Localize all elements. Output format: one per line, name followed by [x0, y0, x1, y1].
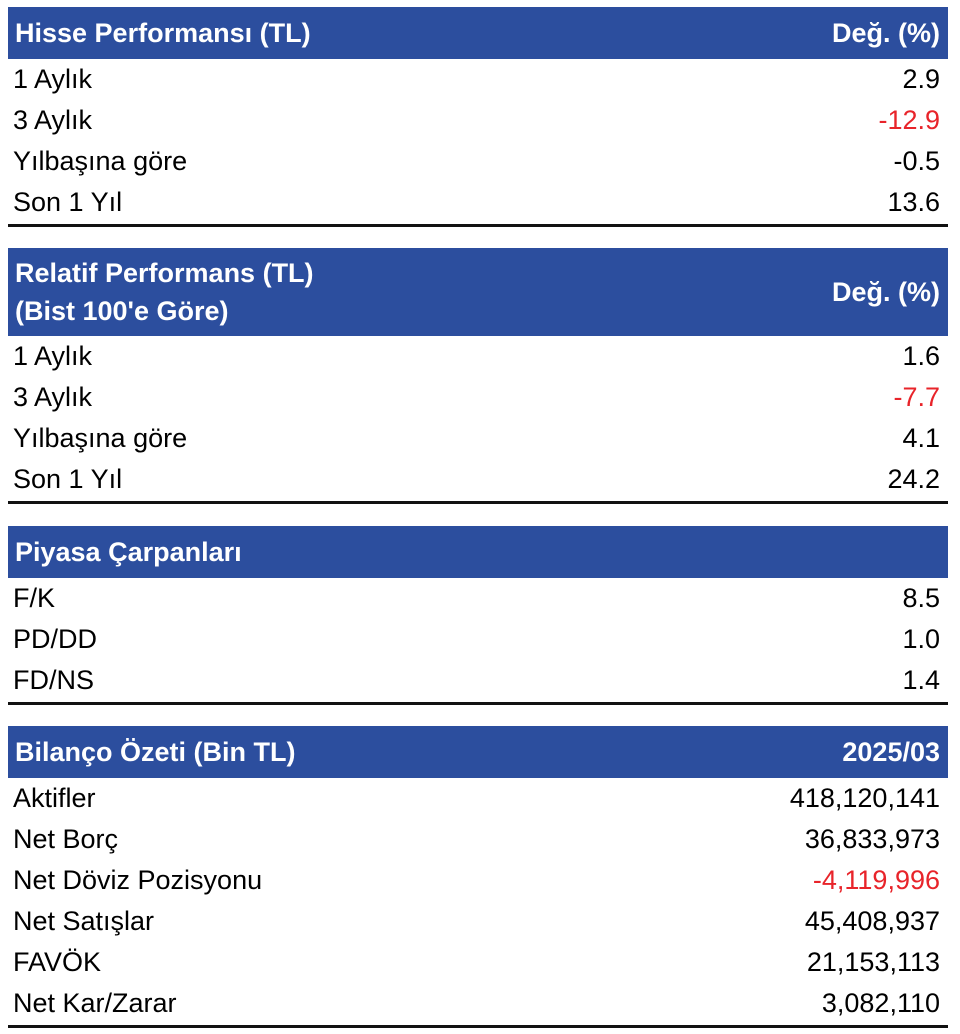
- table-bottom-rule: [8, 1025, 948, 1028]
- row-value: -7.7: [893, 382, 940, 412]
- table-row: PD/DD 1.0: [8, 619, 948, 660]
- table-title: Bilanço Özeti (Bin TL): [15, 737, 296, 767]
- table-row: Net Kar/Zarar 3,082,110: [8, 983, 948, 1024]
- row-value: -0.5: [893, 146, 940, 176]
- table-header: Relatif Performans (TL) (Bist 100'e Göre…: [8, 248, 948, 336]
- row-label: Aktifler: [13, 783, 96, 813]
- table-bilanco-ozeti: Bilanço Özeti (Bin TL) 2025/03 Aktifler …: [8, 726, 948, 1028]
- row-value: -12.9: [878, 105, 940, 135]
- row-value: 1.4: [902, 665, 940, 695]
- row-value: 418,120,141: [789, 783, 940, 813]
- table-row: 1 Aylık 2.9: [8, 59, 948, 100]
- row-value: 1.0: [902, 624, 940, 654]
- table-row: Net Satışlar 45,408,937: [8, 901, 948, 942]
- row-label: F/K: [13, 583, 56, 613]
- table-bottom-rule: [8, 501, 948, 504]
- row-value: 8.5: [902, 583, 940, 613]
- table-row: 3 Aylık -12.9: [8, 100, 948, 141]
- row-value: 21,153,113: [806, 947, 940, 977]
- column-label: Değ. (%): [832, 276, 940, 307]
- table-row: Net Borç 36,833,973: [8, 819, 948, 860]
- row-value: 45,408,937: [804, 906, 940, 936]
- row-label: Son 1 Yıl: [13, 464, 123, 494]
- row-label: Net Borç: [13, 824, 119, 854]
- table-row: F/K 8.5: [8, 578, 948, 619]
- table-row: Net Döviz Pozisyonu -4,119,996: [8, 860, 948, 901]
- row-label: FD/NS: [13, 665, 94, 695]
- row-label: 3 Aylık: [13, 382, 93, 412]
- column-label: 2025/03: [842, 736, 940, 767]
- row-value: -4,119,996: [812, 865, 940, 895]
- table-bottom-rule: [8, 224, 948, 227]
- table-header: Piyasa Çarpanları: [8, 526, 948, 578]
- table-relatif-performans: Relatif Performans (TL) (Bist 100'e Göre…: [8, 248, 948, 504]
- table-row: FAVÖK 21,153,113: [8, 942, 948, 983]
- table-row: FD/NS 1.4: [8, 660, 948, 701]
- row-label: Yılbaşına göre: [13, 146, 188, 176]
- table-row: Yılbaşına göre -0.5: [8, 141, 948, 182]
- row-label: Net Kar/Zarar: [13, 988, 177, 1018]
- row-label: Yılbaşına göre: [13, 423, 188, 453]
- row-label: Net Döviz Pozisyonu: [13, 865, 263, 895]
- row-label: Son 1 Yıl: [13, 187, 123, 217]
- row-label: 3 Aylık: [13, 105, 93, 135]
- table-bottom-rule: [8, 702, 948, 705]
- table-hisse-performansi: Hisse Performansı (TL) Değ. (%) 1 Aylık …: [8, 7, 948, 227]
- row-label: Net Satışlar: [13, 906, 155, 936]
- row-label: FAVÖK: [13, 947, 102, 977]
- row-value: 4.1: [902, 423, 940, 453]
- row-value: 13.6: [887, 187, 940, 217]
- table-row: Aktifler 418,120,141: [8, 778, 948, 819]
- table-title-line: (Bist 100'e Göre): [15, 296, 229, 326]
- row-value: 3,082,110: [821, 988, 940, 1018]
- row-label: 1 Aylık: [13, 64, 93, 94]
- table-row: Son 1 Yıl 13.6: [8, 182, 948, 223]
- table-title: Hisse Performansı (TL): [15, 18, 311, 48]
- row-label: PD/DD: [13, 624, 98, 654]
- column-label: Değ. (%): [832, 17, 940, 48]
- table-title: Relatif Performans (TL) (Bist 100'e Göre…: [15, 254, 314, 330]
- row-value: 1.6: [902, 341, 940, 371]
- row-label: 1 Aylık: [13, 341, 93, 371]
- table-piyasa-carpanlari: Piyasa Çarpanları F/K 8.5 PD/DD 1.0 FD/N…: [8, 526, 948, 705]
- table-header: Bilanço Özeti (Bin TL) 2025/03: [8, 726, 948, 778]
- row-value: 2.9: [902, 64, 940, 94]
- row-value: 36,833,973: [804, 824, 940, 854]
- table-row: Yılbaşına göre 4.1: [8, 418, 948, 459]
- table-title: Piyasa Çarpanları: [15, 537, 242, 567]
- table-header: Hisse Performansı (TL) Değ. (%): [8, 7, 948, 59]
- table-row: 1 Aylık 1.6: [8, 336, 948, 377]
- table-row: 3 Aylık -7.7: [8, 377, 948, 418]
- row-value: 24.2: [887, 464, 940, 494]
- table-title-line: Relatif Performans (TL): [15, 258, 314, 288]
- table-row: Son 1 Yıl 24.2: [8, 459, 948, 500]
